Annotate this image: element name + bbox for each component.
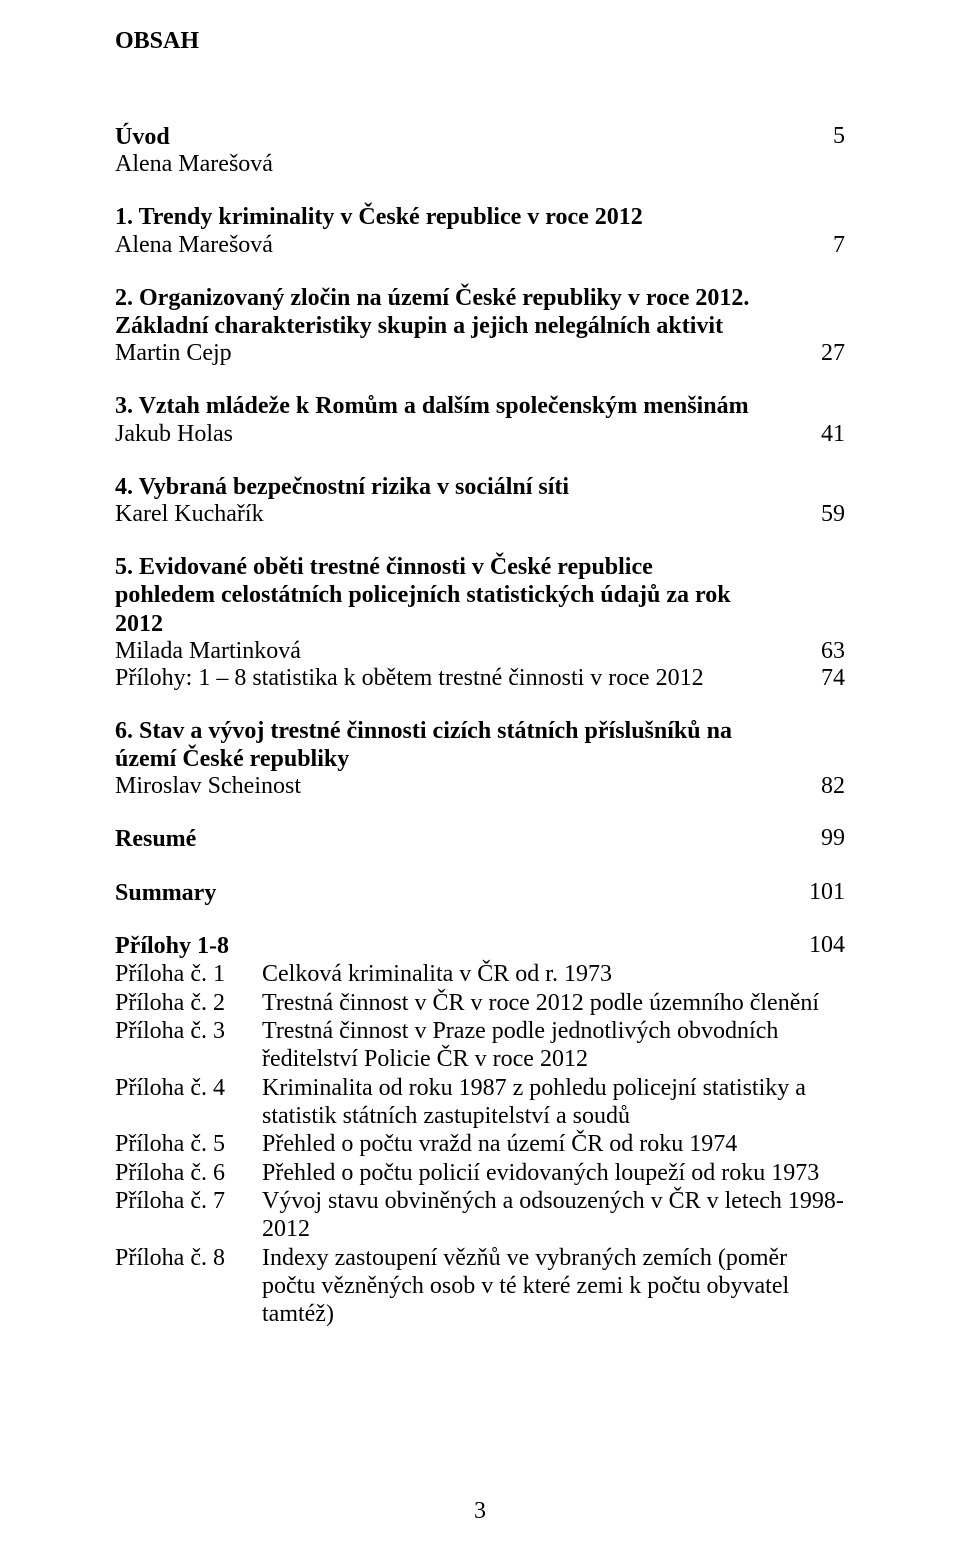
entry-title: Resumé [115,825,196,853]
appendix-desc: Vývoj stavu obviněných a odsouzených v Č… [262,1187,845,1244]
toc-entry-1: 1. Trendy kriminality v České republice … [115,203,845,258]
entry-title: Summary [115,879,216,907]
page: OBSAH Úvod 5 Alena Marešová 1. Trendy kr… [0,0,960,1553]
appendix-label: Příloha č. 6 [115,1159,262,1187]
entry-author: Martin Cejp [115,340,232,367]
entry-title: Úvod [115,123,170,151]
entry-subline: Přílohy: 1 – 8 statistika k obětem trest… [115,665,704,692]
entry-title: 6. Stav a vývoj trestné činnosti cizích … [115,717,755,774]
appendix-desc: Přehled o počtu vražd na území ČR od rok… [262,1130,845,1158]
entry-page: 59 [801,501,845,528]
entry-title: 3. Vztah mládeže k Romům a dalším společ… [115,392,845,420]
appendix-desc: Indexy zastoupení vězňů ve vybraných zem… [262,1244,845,1329]
entry-author: Alena Marešová [115,232,273,259]
entry-title-line1: 2. Organizovaný zločin na území České re… [115,284,845,312]
appendix-desc: Trestná činnost v Praze podle jednotlivý… [262,1017,845,1074]
entry-page: 101 [789,879,845,906]
entry-title-line2: Základní charakteristiky skupin a jejich… [115,312,845,340]
toc-entry-6: 6. Stav a vývoj trestné činnosti cizích … [115,717,845,801]
entry-author: Karel Kuchařík [115,501,264,528]
appendix-row-6: Příloha č. 6 Přehled o počtu policií evi… [115,1159,845,1187]
appendix-row-2: Příloha č. 2 Trestná činnost v ČR v roce… [115,989,845,1017]
entry-page: 7 [813,232,845,259]
toc-entry-uvod: Úvod 5 Alena Marešová [115,123,845,178]
appendices-block: Přílohy 1-8 104 Příloha č. 1 Celková kri… [115,932,845,1328]
appendix-label: Příloha č. 5 [115,1130,262,1158]
appendix-label: Příloha č. 2 [115,989,262,1017]
appendix-row-3: Příloha č. 3 Trestná činnost v Praze pod… [115,1017,845,1074]
entry-page: 74 [801,665,845,692]
toc-entry-summary: Summary 101 [115,879,845,907]
appendix-desc: Přehled o počtu policií evidovaných loup… [262,1159,845,1187]
appendix-row-8: Příloha č. 8 Indexy zastoupení vězňů ve … [115,1244,845,1329]
entry-page: 41 [801,421,845,448]
appendix-desc: Kriminalita od roku 1987 z pohledu polic… [262,1074,845,1131]
appendix-label: Příloha č. 7 [115,1187,262,1215]
toc-entry-3: 3. Vztah mládeže k Romům a dalším společ… [115,392,845,447]
entry-title-line2: pohledem celostátních policejních statis… [115,581,755,638]
appendix-row-1: Příloha č. 1 Celková kriminalita v ČR od… [115,960,845,988]
appendix-label: Příloha č. 8 [115,1244,262,1272]
appendix-label: Příloha č. 4 [115,1074,262,1102]
entry-page: 99 [801,825,845,852]
appendix-row-7: Příloha č. 7 Vývoj stavu obviněných a od… [115,1187,845,1244]
appendix-label: Příloha č. 3 [115,1017,262,1045]
toc-entry-resume: Resumé 99 [115,825,845,853]
entry-title: 1. Trendy kriminality v České republice … [115,203,845,231]
appendix-row-5: Příloha č. 5 Přehled o počtu vražd na úz… [115,1130,845,1158]
entry-title-line1: 5. Evidované oběti trestné činnosti v Če… [115,553,755,581]
appendix-row-4: Příloha č. 4 Kriminalita od roku 1987 z … [115,1074,845,1131]
toc-entry-2: 2. Organizovaný zločin na území České re… [115,284,845,368]
entry-author: Milada Martinková [115,638,301,665]
toc-entry-5: 5. Evidované oběti trestné činnosti v Če… [115,553,845,692]
entry-page: 82 [801,773,845,800]
entry-page: 27 [801,340,845,367]
toc-entry-4: 4. Vybraná bezpečnostní rizika v sociáln… [115,473,845,528]
appendices-header-page: 104 [789,932,845,959]
entry-author: Jakub Holas [115,421,233,448]
appendices-header-label: Přílohy 1-8 [115,932,229,960]
appendix-label: Příloha č. 1 [115,960,262,988]
entry-page: 5 [813,123,845,150]
footer-page-number: 3 [0,1498,960,1525]
appendix-desc: Trestná činnost v ČR v roce 2012 podle ú… [262,989,845,1017]
entry-author: Alena Marešová [115,151,273,178]
entry-page: 63 [801,638,845,665]
toc-heading: OBSAH [115,28,845,55]
entry-title: 4. Vybraná bezpečnostní rizika v sociáln… [115,473,845,501]
appendix-desc: Celková kriminalita v ČR od r. 1973 [262,960,845,988]
entry-author: Miroslav Scheinost [115,773,301,800]
